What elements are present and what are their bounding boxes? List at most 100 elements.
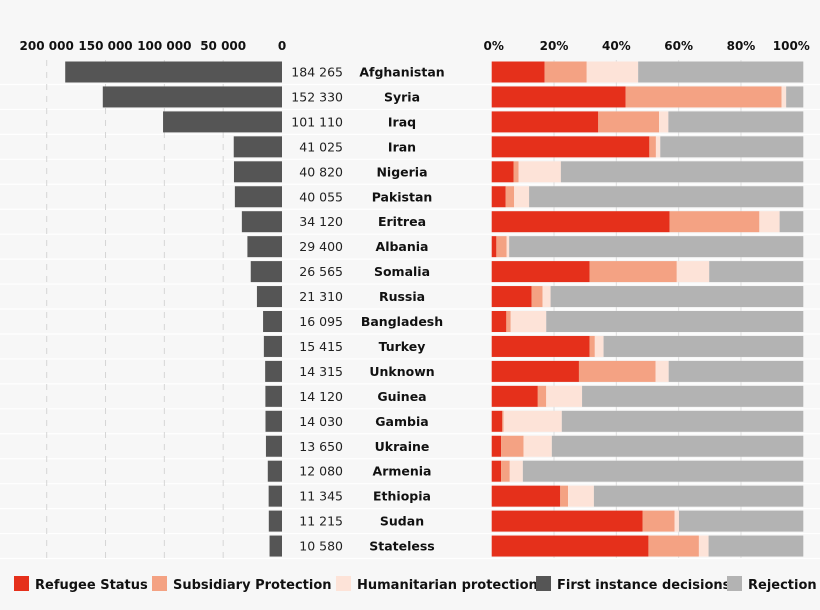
decisions-value-label: 11 215	[299, 514, 343, 529]
x-tick-label: 20%	[540, 39, 569, 53]
stacked-segment-rejection	[678, 510, 804, 532]
stacked-segment-humanitarian-protection	[546, 385, 583, 407]
x-tick-label: 0%	[484, 39, 504, 53]
stacked-segment-subsidiary-protection	[598, 111, 660, 133]
stacked-segment-subsidiary-protection	[506, 311, 511, 332]
country-label: Ukraine	[375, 439, 430, 454]
decisions-value-label: 34 120	[299, 214, 343, 229]
decisions-value-label: 16 095	[299, 314, 343, 329]
decisions-bar	[269, 535, 282, 557]
decisions-bar	[267, 460, 282, 482]
x-tick-label: 40%	[602, 39, 631, 53]
stacked-segment-refugee-status	[491, 485, 561, 507]
stacked-segment-humanitarian-protection	[506, 236, 510, 258]
stacked-segment-subsidiary-protection	[589, 261, 677, 283]
stacked-segment-subsidiary-protection	[625, 86, 782, 108]
stacked-segment-refugee-status	[491, 311, 507, 332]
stacked-segment-rejection	[668, 360, 804, 382]
x-tick-label: 50 000	[200, 39, 246, 53]
decisions-bar	[163, 111, 282, 133]
country-label: Iraq	[388, 114, 416, 129]
stacked-segment-humanitarian-protection	[655, 136, 661, 158]
stacked-segment-subsidiary-protection	[502, 410, 504, 432]
stacked-segment-subsidiary-protection	[505, 186, 515, 208]
country-label: Iran	[388, 139, 416, 154]
country-label: Turkey	[379, 339, 426, 354]
country-label: Syria	[384, 89, 420, 104]
decisions-bar	[256, 286, 282, 308]
decisions-value-label: 10 580	[299, 539, 343, 554]
stacked-segment-rejection	[709, 261, 804, 283]
stacked-segment-humanitarian-protection	[655, 360, 669, 382]
stacked-segment-refugee-status	[491, 410, 503, 432]
country-label: Eritrea	[378, 214, 426, 229]
stacked-segment-refugee-status	[491, 385, 538, 407]
stacked-segment-rejection	[708, 535, 804, 557]
stacked-segment-subsidiary-protection	[513, 161, 519, 183]
decisions-bar	[247, 236, 282, 258]
stacked-segment-subsidiary-protection	[537, 385, 547, 407]
decisions-bar	[263, 311, 282, 332]
stacked-segment-subsidiary-protection	[501, 460, 510, 482]
legend-label: First instance decisions	[557, 578, 731, 593]
decisions-bar	[233, 161, 282, 183]
stacked-segment-rejection	[522, 460, 804, 482]
stacked-segment-refugee-status	[491, 261, 590, 283]
decisions-value-label: 14 315	[299, 364, 343, 379]
country-label: Armenia	[373, 464, 432, 479]
stacked-segment-rejection	[668, 111, 804, 133]
stacked-segment-humanitarian-protection	[759, 211, 780, 233]
country-label: Russia	[379, 289, 425, 304]
stacked-segment-subsidiary-protection	[648, 535, 699, 557]
legend-swatch	[727, 576, 742, 591]
stacked-segment-humanitarian-protection	[698, 535, 709, 557]
decisions-bar	[268, 485, 282, 507]
x-tick-label: 60%	[664, 39, 693, 53]
stacked-segment-rejection	[779, 211, 804, 233]
stacked-segment-rejection	[638, 61, 804, 83]
stacked-segment-subsidiary-protection	[501, 435, 524, 457]
stacked-segment-refugee-status	[491, 236, 497, 258]
stacked-segment-humanitarian-protection	[514, 186, 530, 208]
stacked-segment-refugee-status	[491, 335, 590, 357]
decisions-value-label: 41 025	[299, 139, 343, 154]
stacked-segment-rejection	[786, 86, 804, 108]
legend-swatch	[152, 576, 167, 591]
stacked-segment-rejection	[603, 335, 804, 357]
stacked-segment-humanitarian-protection	[594, 335, 604, 357]
country-label: Unknown	[369, 364, 434, 379]
stacked-segment-humanitarian-protection	[659, 111, 669, 133]
stacked-segment-refugee-status	[491, 136, 650, 158]
decisions-bar	[263, 335, 282, 357]
country-label: Pakistan	[372, 189, 433, 204]
legend-label: Humanitarian protection	[357, 578, 538, 593]
stacked-segment-refugee-status	[491, 535, 649, 557]
decisions-value-label: 21 310	[299, 289, 343, 304]
stacked-segment-rejection	[660, 136, 804, 158]
stacked-segment-rejection	[550, 286, 804, 308]
country-label: Stateless	[369, 539, 435, 554]
decisions-value-label: 14 120	[299, 389, 343, 404]
stacked-segment-humanitarian-protection	[523, 435, 552, 457]
legend-label: Subsidiary Protection	[173, 578, 332, 593]
country-label: Afghanistan	[359, 65, 444, 80]
stacked-segment-refugee-status	[491, 61, 545, 83]
stacked-segment-humanitarian-protection	[781, 86, 787, 108]
decisions-bar	[265, 435, 282, 457]
stacked-segment-humanitarian-protection	[568, 485, 594, 507]
decisions-bar	[65, 61, 283, 83]
stacked-segment-subsidiary-protection	[642, 510, 675, 532]
x-tick-label: 100%	[773, 39, 810, 53]
legend-swatch	[14, 576, 29, 591]
decisions-value-label: 40 820	[299, 164, 343, 179]
decisions-value-label: 40 055	[299, 189, 343, 204]
decisions-value-label: 12 080	[299, 464, 343, 479]
decisions-bar	[265, 360, 282, 382]
stacked-segment-refugee-status	[491, 435, 502, 457]
stacked-segment-refugee-status	[491, 510, 643, 532]
decisions-value-label: 29 400	[299, 239, 343, 254]
stacked-segment-refugee-status	[491, 211, 670, 233]
stacked-segment-rejection	[560, 161, 804, 183]
decisions-value-label: 26 565	[299, 264, 343, 279]
